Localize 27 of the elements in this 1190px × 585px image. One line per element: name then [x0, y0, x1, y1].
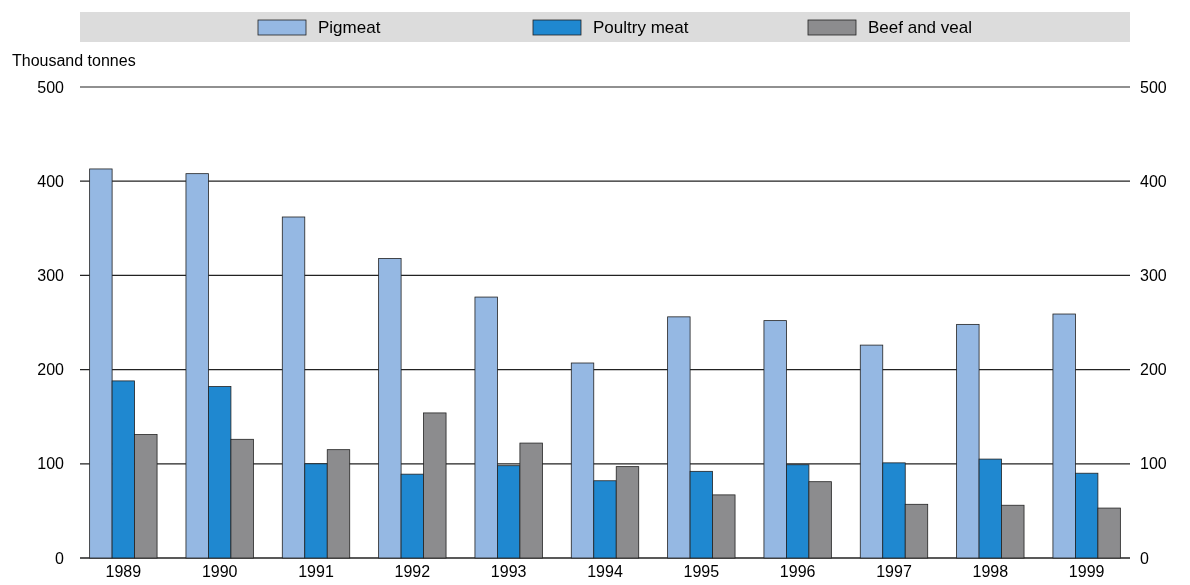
legend-label: Pigmeat [318, 18, 381, 37]
y2-tick-label: 100 [1140, 455, 1167, 473]
legend-label: Poultry meat [593, 18, 689, 37]
y-tick-label: 0 [55, 549, 65, 567]
x-tick-label: 1997 [876, 563, 912, 580]
y-tick-label: 400 [37, 172, 65, 190]
x-tick-label: 1995 [683, 563, 720, 580]
y-tick-label: 500 [37, 78, 65, 96]
legend-label: Beef and veal [868, 18, 972, 37]
x-tick-label: 1993 [490, 563, 527, 580]
x-tick-label: 1999 [1068, 563, 1105, 580]
y-tick-label: 300 [37, 267, 65, 284]
y2-tick-label: 500 [1140, 78, 1167, 96]
y-axis-title: Thousand tonnes [12, 52, 136, 69]
y2-tick-label: 0 [1140, 549, 1149, 567]
x-tick-label: 1994 [587, 563, 623, 580]
y2-tick-label: 400 [1140, 172, 1167, 190]
y-tick-label: 200 [37, 361, 65, 379]
x-tick-label: 1998 [972, 563, 1009, 580]
x-tick-label: 1989 [105, 563, 142, 580]
x-tick-label: 1991 [298, 563, 334, 580]
y2-tick-label: 200 [1140, 361, 1167, 379]
x-tick-label: 1992 [394, 563, 431, 580]
y2-tick-label: 300 [1140, 267, 1167, 284]
x-tick-label: 1996 [779, 563, 816, 580]
x-tick-label: 1990 [201, 563, 238, 580]
y-tick-label: 100 [37, 455, 65, 473]
